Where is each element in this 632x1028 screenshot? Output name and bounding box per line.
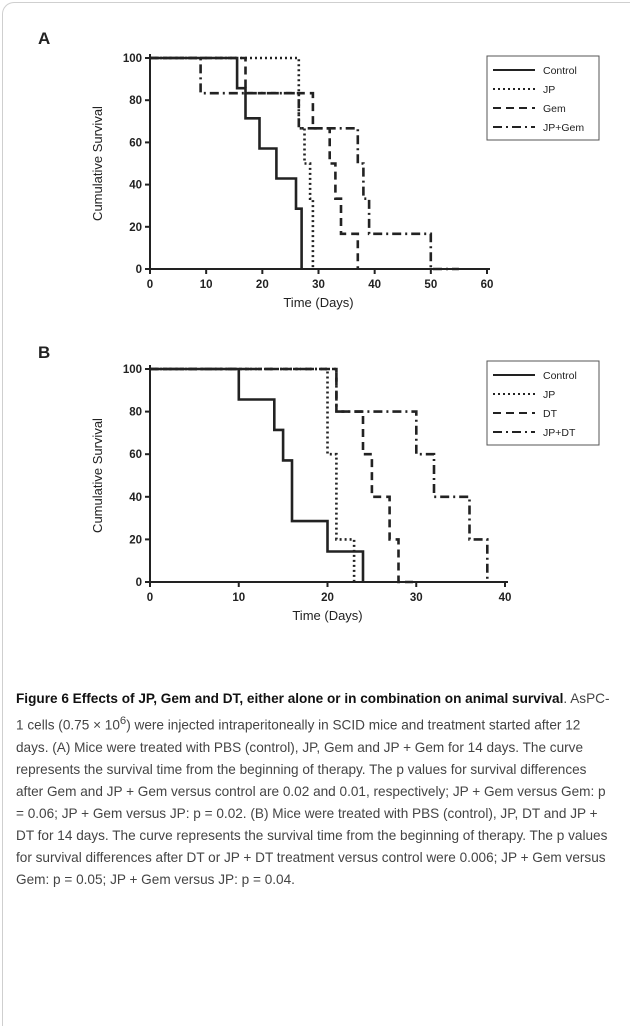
caption-superscript: 6 — [119, 715, 127, 727]
chart-a-x-tick-label: 20 — [256, 279, 269, 291]
chart-b-panel-label: B — [38, 343, 50, 362]
chart-a-series-jp-gem-line — [150, 56, 459, 271]
chart-b-legend-label: Control — [543, 370, 577, 382]
caption-heading: Figure 6 Effects of JP, Gem and DT, eith… — [16, 691, 564, 706]
chart-b-legend-label: JP — [543, 389, 555, 401]
chart-a-x-tick-label: 10 — [200, 279, 213, 291]
chart-a-panel-label: A — [38, 29, 50, 48]
chart-b-y-tick-label: 40 — [129, 492, 142, 504]
chart-b-x-tick-label: 40 — [499, 592, 512, 604]
chart-a-legend-label: JP — [543, 84, 555, 96]
chart-b-y-axis-title: Cumulative Survival — [90, 418, 105, 533]
chart-b-series-control-line — [150, 367, 365, 582]
chart-a-y-tick-label: 60 — [129, 137, 142, 149]
chart-a-series-jp-line — [150, 56, 315, 269]
chart-b-series-jp-dt-line — [150, 367, 489, 582]
chart-a-x-tick-label: 30 — [312, 279, 325, 291]
chart-b-legend-label: JP+DT — [543, 427, 576, 439]
chart-b-series-jp-line — [150, 367, 356, 582]
chart-b: B 0 20 40 60 80 100 0 10 20 30 40 Time (Days) Cumulat… — [38, 343, 600, 623]
caption-body-b: ) were injected intraperitoneally in SCI… — [16, 717, 608, 887]
chart-a-legend-label: JP+Gem — [543, 122, 584, 134]
chart-a-legend-label: Gem — [543, 103, 566, 115]
chart-b-series-dt-line — [150, 367, 417, 584]
chart-a-x-tick-label: 40 — [368, 279, 381, 291]
caption-body-a: . AsPC-1 cells (0.75 × 10 — [16, 691, 610, 733]
chart-b-x-tick-label: 0 — [147, 592, 153, 604]
chart-a-x-tick-label: 0 — [147, 279, 153, 291]
chart-a-x-tick-label: 50 — [424, 279, 437, 291]
chart-a: A 0 20 40 60 80 100 0 10 20 30 40 50 60 Time (Days) Cum… — [38, 29, 600, 310]
chart-b-y-tick-label: 100 — [123, 364, 142, 376]
chart-a-y-tick-label: 20 — [129, 222, 142, 234]
chart-a-series-control-line — [150, 56, 303, 269]
chart-a-y-tick-label: 80 — [129, 95, 142, 107]
chart-b-x-tick-label: 10 — [232, 592, 245, 604]
chart-b-y-tick-label: 80 — [129, 407, 142, 419]
chart-a-y-axis-title: Cumulative Survival — [90, 106, 105, 221]
chart-b-y-tick-label: 0 — [136, 577, 142, 589]
chart-a-legend-label: Control — [543, 65, 577, 77]
chart-b-x-tick-label: 20 — [321, 592, 334, 604]
chart-b-x-axis-title: Time (Days) — [292, 608, 362, 623]
chart-b-y-tick-label: 20 — [129, 534, 142, 546]
chart-b-legend-label: DT — [543, 408, 558, 420]
chart-a-x-tick-label: 60 — [481, 279, 494, 291]
chart-b-y-tick-label: 60 — [129, 449, 142, 461]
chart-a-y-tick-label: 0 — [136, 264, 142, 276]
chart-a-x-axis-title: Time (Days) — [283, 295, 353, 310]
figure-caption: Figure 6 Effects of JP, Gem and DT, eith… — [16, 688, 616, 891]
chart-b-x-tick-label: 30 — [410, 592, 423, 604]
chart-a-y-tick-label: 100 — [123, 53, 142, 65]
chart-a-series-gem-line — [150, 56, 360, 269]
chart-a-y-tick-label: 40 — [129, 180, 142, 192]
